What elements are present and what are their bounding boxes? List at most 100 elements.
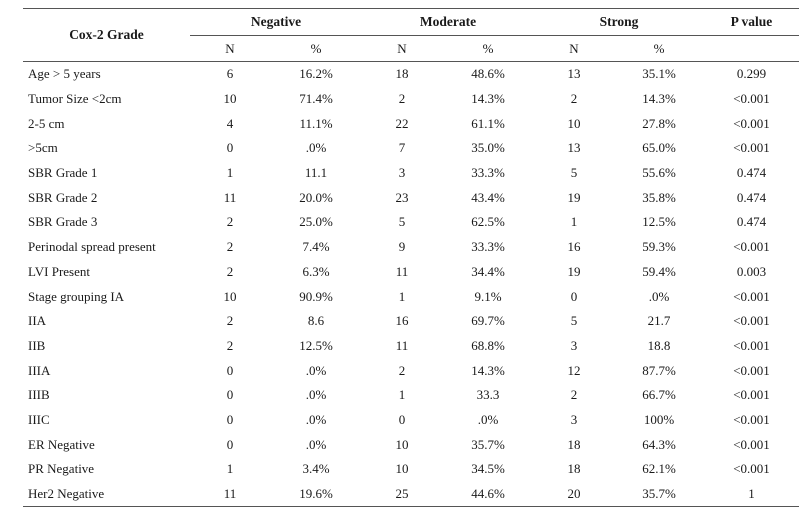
cell-moderate-pct: 69.7%: [471, 313, 505, 329]
cell-negative-pct: 90.9%: [299, 288, 333, 304]
row-label: >5cm: [28, 140, 58, 156]
cell-pvalue: <0.001: [733, 436, 770, 452]
row-label: LVI Present: [28, 263, 90, 279]
cell-negative-n: 0: [226, 436, 234, 452]
row-label: SBR Grade 3: [28, 214, 98, 230]
cell-moderate-pct: 33.3%: [471, 239, 505, 255]
cell-negative-pct: 7.4%: [302, 239, 330, 255]
cell-negative-n: 11: [223, 486, 237, 502]
cell-moderate-n: 11: [395, 263, 409, 279]
cell-strong-pct: 66.7%: [642, 387, 676, 403]
group-header-row: Cox-2 Grade Negative Moderate Strong P v…: [23, 8, 799, 62]
table-row: Age > 5 years 6 16.2% 18 48.6% 13 35.1% 0.299: [23, 62, 799, 87]
cell-strong-pct: 35.8%: [642, 189, 676, 205]
cell-moderate-n: 22: [395, 115, 409, 131]
cell-moderate-pct: 44.6%: [471, 486, 505, 502]
cell-pvalue: <0.001: [733, 362, 770, 378]
cell-moderate-n: 0: [398, 411, 406, 427]
cell-pvalue: <0.001: [733, 461, 770, 477]
cell-moderate-pct: 62.5%: [471, 214, 505, 230]
row-label: Age > 5 years: [28, 66, 101, 82]
cell-negative-pct: .0%: [305, 362, 327, 378]
cell-moderate-pct: 61.1%: [471, 115, 505, 131]
table-row: SBR Grade 2 11 20.0% 23 43.4% 19 35.8% 0.474: [23, 185, 799, 210]
cell-negative-pct: 8.6: [307, 313, 325, 329]
cell-negative-n: 4: [226, 115, 234, 131]
cell-negative-n: 1: [226, 461, 234, 477]
cell-pvalue: <0.001: [733, 387, 770, 403]
subheader-str-pct: %: [653, 40, 665, 56]
row-label: 2-5 cm: [28, 115, 65, 131]
cell-negative-n: 2: [226, 337, 234, 353]
table-row: PR Negative 1 3.4% 10 34.5% 18 62.1% <0.001: [23, 457, 799, 482]
cell-strong-n: 3: [570, 337, 578, 353]
sub-header-row: N % N % N %: [23, 36, 799, 62]
row-label: IIIA: [28, 362, 51, 378]
cell-negative-n: 0: [226, 362, 234, 378]
cell-strong-n: 2: [570, 387, 578, 403]
row-label: IIIB: [28, 387, 50, 403]
cell-strong-pct: 100%: [643, 411, 675, 427]
cell-negative-pct: 20.0%: [299, 189, 333, 205]
table-row: 2-5 cm 4 11.1% 22 61.1% 10 27.8% <0.001: [23, 111, 799, 136]
row-label: IIA: [28, 313, 47, 329]
cell-moderate-n: 5: [398, 214, 406, 230]
cell-strong-pct: 35.7%: [642, 486, 676, 502]
table-row: LVI Present 2 6.3% 11 34.4% 19 59.4% 0.003: [23, 260, 799, 285]
cell-strong-n: 18: [567, 436, 581, 452]
cell-negative-n: 6: [226, 66, 234, 82]
cell-negative-pct: 19.6%: [299, 486, 333, 502]
cell-moderate-n: 10: [395, 436, 409, 452]
cell-strong-pct: .0%: [648, 288, 670, 304]
cell-negative-n: 0: [226, 140, 234, 156]
cell-strong-pct: 27.8%: [642, 115, 676, 131]
cell-negative-pct: .0%: [305, 411, 327, 427]
cell-moderate-n: 18: [395, 66, 409, 82]
cell-negative-pct: 3.4%: [302, 461, 330, 477]
cell-moderate-n: 7: [398, 140, 406, 156]
cell-strong-n: 19: [567, 189, 581, 205]
cell-moderate-pct: .0%: [477, 411, 499, 427]
cell-negative-pct: 25.0%: [299, 214, 333, 230]
cell-moderate-n: 1: [398, 387, 406, 403]
cell-negative-n: 0: [226, 411, 234, 427]
cell-strong-n: 13: [567, 140, 581, 156]
cell-strong-n: 5: [570, 313, 578, 329]
cell-negative-pct: .0%: [305, 387, 327, 403]
table-row: ER Negative 0 .0% 10 35.7% 18 64.3% <0.001: [23, 432, 799, 457]
cell-negative-n: 1: [226, 165, 234, 181]
row-label: IIIC: [28, 411, 50, 427]
table-row: Stage grouping IA 10 90.9% 1 9.1% 0 .0% <0.001: [23, 284, 799, 309]
cell-strong-pct: 64.3%: [642, 436, 676, 452]
table-row: SBR Grade 3 2 25.0% 5 62.5% 1 12.5% 0.474: [23, 210, 799, 235]
cell-strong-pct: 59.3%: [642, 239, 676, 255]
cell-moderate-n: 9: [398, 239, 406, 255]
subheader-neg-n: N: [225, 40, 235, 56]
cell-negative-n: 2: [226, 239, 234, 255]
cell-moderate-pct: 9.1%: [474, 288, 502, 304]
cell-moderate-n: 3: [398, 165, 406, 181]
cell-moderate-pct: 48.6%: [471, 66, 505, 82]
subheader-neg-pct: %: [310, 40, 322, 56]
cell-moderate-pct: 68.8%: [471, 337, 505, 353]
table-row: IIIA 0 .0% 2 14.3% 12 87.7% <0.001: [23, 358, 799, 383]
cell-strong-pct: 14.3%: [642, 91, 676, 107]
cell-moderate-pct: 14.3%: [471, 91, 505, 107]
cell-pvalue: <0.001: [733, 337, 770, 353]
row-label: Stage grouping IA: [28, 288, 125, 304]
cell-strong-n: 19: [567, 263, 581, 279]
cell-strong-n: 5: [570, 165, 578, 181]
cell-pvalue: 0.474: [736, 214, 767, 230]
cell-moderate-n: 11: [395, 337, 409, 353]
table-row: IIIC 0 .0% 0 .0% 3 100% <0.001: [23, 408, 799, 433]
row-label: IIB: [28, 337, 46, 353]
cell-pvalue: 0.299: [736, 66, 767, 82]
cell-moderate-n: 25: [395, 486, 409, 502]
cell-pvalue: <0.001: [733, 115, 770, 131]
cell-strong-pct: 21.7: [647, 313, 671, 329]
cell-pvalue: <0.001: [733, 239, 770, 255]
cell-strong-pct: 59.4%: [642, 263, 676, 279]
cell-moderate-pct: 35.0%: [471, 140, 505, 156]
cell-moderate-n: 16: [395, 313, 409, 329]
cell-strong-n: 1: [570, 214, 578, 230]
